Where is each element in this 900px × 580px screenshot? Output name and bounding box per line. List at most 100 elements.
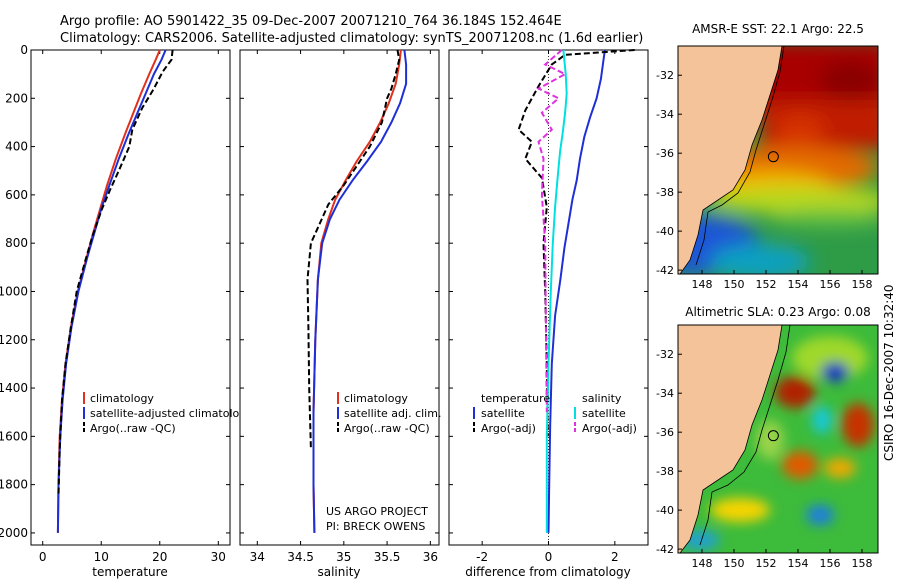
difference-xlabel: difference from climatology <box>465 565 631 579</box>
x-tick-label: -2 <box>476 550 488 564</box>
sla-map-panel: Altimetric SLA: 0.23 Argo: 0.08 148 150 15 <box>656 305 879 570</box>
y-tick-label: 1600 <box>0 429 28 443</box>
legend-label-temp-argo: Argo(-adj) <box>481 422 536 435</box>
y-tick-label: 0 <box>20 43 28 57</box>
lat-tick-label: -40 <box>656 225 674 238</box>
x-tick-label: 2 <box>611 550 619 564</box>
x-tick-label: 34.5 <box>287 550 314 564</box>
legend-label-argo: Argo(..raw -QC) <box>90 422 176 435</box>
legend-title-salinity: salinity <box>582 392 622 405</box>
legend-label-climatology: climatology <box>344 392 408 405</box>
lat-tick-label: -32 <box>656 69 674 82</box>
legend-label-satellite: satellite adj. clim. <box>344 407 441 420</box>
lat-tick-label: -34 <box>656 108 674 121</box>
lon-tick-label: 150 <box>724 278 745 291</box>
legend-label-climatology: climatology <box>90 392 154 405</box>
temperature-legend: climatology satellite-adjusted climatolo… <box>83 392 253 435</box>
x-tick-label: 0 <box>545 550 553 564</box>
salinity-axes-frame <box>239 49 440 546</box>
legend-title-temperature: temperature <box>481 392 550 405</box>
sla-map-axes: 148 150 152 154 156 158 -32 -34 -36 -38 -40 -42 <box>656 348 872 570</box>
difference-legend: temperature salinity satellite Argo(-adj… <box>473 392 637 435</box>
legend-label-sal-satellite: satellite <box>582 407 626 420</box>
y-tick-label: 200 <box>5 91 28 105</box>
series-line-satellite-adjusted-climatology <box>56 49 167 533</box>
x-tick-label: 30 <box>211 550 226 564</box>
lat-tick-label: -36 <box>656 147 674 160</box>
y-tick-label: 1200 <box>0 333 28 347</box>
legend-label-argo: Argo(..raw -QC) <box>344 422 430 435</box>
series-line-salinity-argo-adj <box>536 49 568 413</box>
temperature-axes-frame <box>30 49 231 546</box>
lat-tick-label: -36 <box>656 426 674 439</box>
lat-tick-label: -42 <box>656 264 674 277</box>
lon-tick-label: 158 <box>852 557 873 570</box>
y-tick-label: 800 <box>5 236 28 250</box>
legend-label-sal-argo: Argo(-adj) <box>582 422 637 435</box>
legend-label-satellite: satellite-adjusted climatology <box>90 407 253 420</box>
temperature-panel: 0 200 400 600 800 1000 1200 1400 1600 1800 2000 0 1… <box>0 43 253 579</box>
lon-tick-label: 148 <box>692 278 713 291</box>
lat-tick-label: -32 <box>656 348 674 361</box>
difference-x-axis: -2 0 2 <box>449 49 648 564</box>
x-tick-label: 35 <box>336 550 351 564</box>
y-tick-label: 600 <box>5 188 28 202</box>
difference-panel: -2 0 2 difference from climatology tempera… <box>448 49 649 579</box>
salinity-series <box>306 49 408 533</box>
difference-series <box>517 49 635 533</box>
series-line-argo-raw-qc <box>306 49 401 449</box>
header-line1: Argo profile: AO 5901422_35 09-Dec-2007 … <box>60 14 562 29</box>
lon-tick-label: 156 <box>820 278 841 291</box>
legend-label-temp-satellite: satellite <box>481 407 525 420</box>
lon-tick-label: 154 <box>788 557 809 570</box>
salinity-panel: 34 34.5 35 35.5 36 salinity climatology sate… <box>239 49 441 579</box>
x-tick-label: 34 <box>250 550 265 564</box>
header-line2: Climatology: CARS2006. Satellite-adjuste… <box>60 31 643 46</box>
x-tick-label: 20 <box>152 550 167 564</box>
lon-tick-label: 152 <box>756 557 777 570</box>
sst-map-image <box>678 46 878 274</box>
sst-map-title: AMSR-E SST: 22.1 Argo: 22.5 <box>692 22 864 36</box>
timestamp-label: CSIRO 16-Dec-2007 10:32:40 <box>882 284 896 461</box>
sla-map-image <box>678 325 878 553</box>
lat-tick-label: -42 <box>656 543 674 556</box>
salinity-xlabel: salinity <box>317 565 360 579</box>
depth-axis: 0 200 400 600 800 1000 1200 1400 1600 1800 2000 <box>0 43 230 540</box>
land-mass <box>678 46 783 274</box>
argo-location-marker <box>767 151 779 163</box>
lat-tick-label: -38 <box>656 465 674 478</box>
sst-map-frame <box>677 45 879 275</box>
series-line-temperature-satellite <box>547 49 606 533</box>
lon-tick-label: 148 <box>692 557 713 570</box>
temperature-xlabel: temperature <box>92 565 167 579</box>
pi-annotation: PI: BRECK OWENS <box>326 520 425 533</box>
lon-tick-label: 158 <box>852 278 873 291</box>
y-tick-label: 1000 <box>0 284 28 298</box>
temperature-series <box>56 49 174 533</box>
land-mass <box>678 325 783 553</box>
y-tick-label: 1800 <box>0 478 28 492</box>
sla-map-title: Altimetric SLA: 0.23 Argo: 0.08 <box>685 305 870 319</box>
lon-tick-label: 154 <box>788 278 809 291</box>
sst-map-axes: 148 150 152 154 156 158 -32 -34 -36 -38 -40 -42 <box>656 69 872 291</box>
lon-tick-label: 156 <box>820 557 841 570</box>
argo-location-marker <box>767 430 779 442</box>
x-tick-label: 35.5 <box>374 550 401 564</box>
y-tick-label: 1400 <box>0 381 28 395</box>
series-line-argo-raw-qc <box>57 49 174 497</box>
series-line-salinity-satellite <box>545 49 568 533</box>
temperature-x-axis: 0 10 20 30 <box>39 50 226 564</box>
y-tick-label: 400 <box>5 140 28 154</box>
lat-tick-label: -38 <box>656 186 674 199</box>
sla-map-frame <box>677 324 879 554</box>
x-tick-label: 0 <box>39 550 47 564</box>
x-tick-label: 36 <box>423 550 438 564</box>
lon-tick-label: 150 <box>724 557 745 570</box>
sst-map-panel: AMSR-E SST: 22.1 Argo: 22.5 148 150 152 154… <box>656 22 879 291</box>
salinity-x-axis: 34 34.5 35 35.5 36 <box>240 49 439 564</box>
series-line-satellite-adj-clim <box>312 49 408 533</box>
salinity-legend: climatology satellite adj. clim. Argo(..… <box>337 392 441 435</box>
lat-tick-label: -40 <box>656 504 674 517</box>
x-tick-label: 10 <box>94 550 109 564</box>
